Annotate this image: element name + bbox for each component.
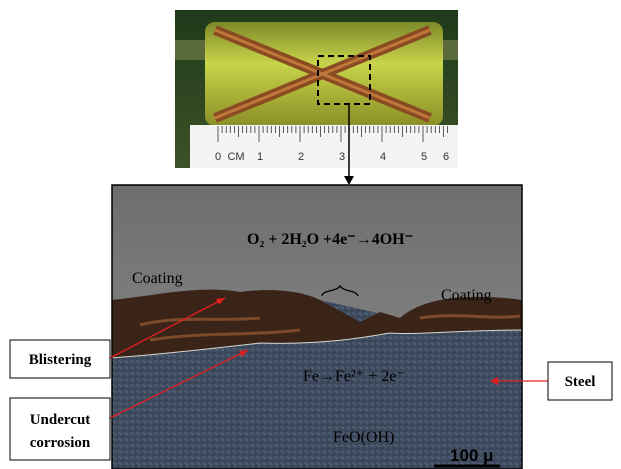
coating-label: Coating	[441, 287, 492, 304]
blistering-label: Blistering	[29, 352, 92, 368]
coating-label: Coating	[132, 270, 183, 287]
ruler-label: 4	[380, 151, 386, 163]
ruler-label: 6	[443, 151, 449, 163]
ruler-label: 2	[298, 151, 304, 163]
ruler-label: 0	[215, 151, 221, 163]
ruler-label: 3	[339, 151, 345, 163]
steel-label: Steel	[565, 374, 596, 390]
ruler-label: 5	[421, 151, 427, 163]
ruler-label: CM	[227, 151, 244, 163]
figure: 0 CM 1 2 3 4 5 6 O₂ + 2H₂O +4e⁻→4OH⁻ Coating Co…	[0, 0, 621, 469]
ruler-label: 1	[257, 151, 263, 163]
undercut-label: corrosion	[30, 435, 91, 451]
zoom-arrowhead	[344, 176, 354, 185]
anodic-reaction: Fe→Fe²⁺ + 2e⁻	[303, 368, 405, 385]
scale-bar-label: 100 μ	[450, 446, 494, 465]
product-label: FeO(OH)	[333, 429, 394, 446]
pipe-photo: 0 CM 1 2 3 4 5 6	[175, 10, 458, 168]
micrograph: O₂ + 2H₂O +4e⁻→4OH⁻ Coating Coating Fe→F…	[112, 185, 522, 469]
undercut-label: Undercut	[30, 412, 91, 428]
cathodic-reaction: O₂ + 2H₂O +4e⁻→4OH⁻	[247, 231, 413, 248]
